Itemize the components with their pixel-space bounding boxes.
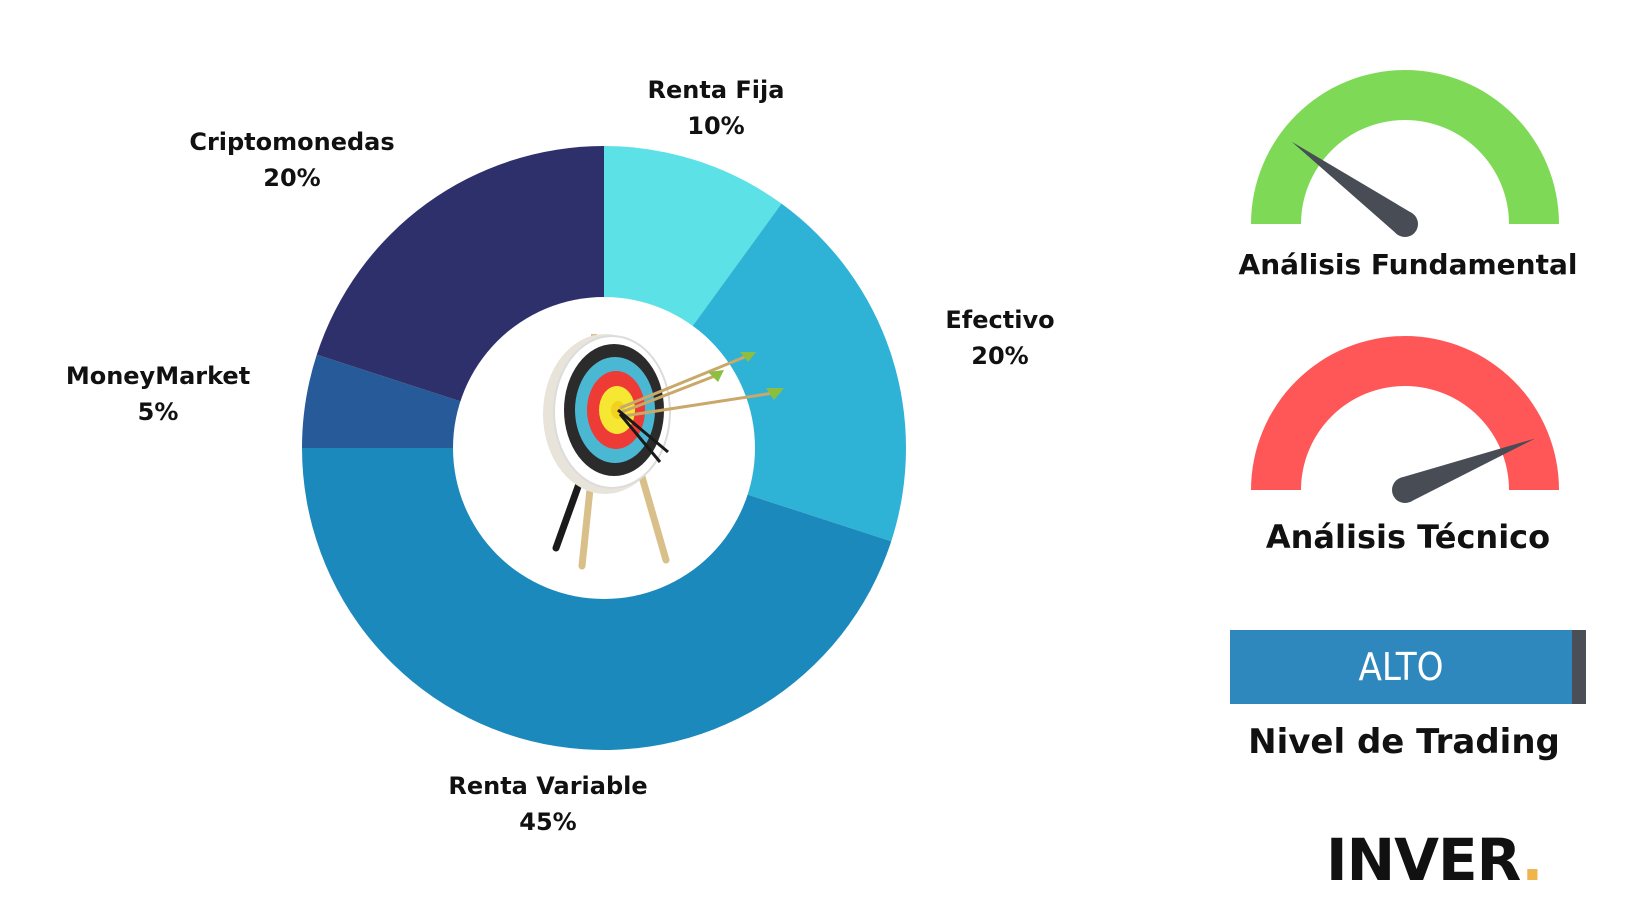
gauge-needle-hub: [1392, 211, 1418, 237]
gauge-arc: [1251, 70, 1559, 224]
slice-label-moneymarket: MoneyMarket 5%: [66, 358, 250, 430]
gauge-needle: [1291, 141, 1413, 235]
slice-name: Efectivo: [945, 306, 1055, 334]
archery-target-icon: [543, 334, 784, 570]
slice-value: 20%: [263, 164, 321, 192]
trading-level-value: ALTO: [1358, 645, 1444, 689]
brand-logo: INVER.: [1326, 826, 1543, 894]
donut-slice-renta-variable: [302, 448, 892, 750]
slice-value: 45%: [519, 808, 577, 836]
brand-dot: .: [1521, 826, 1543, 894]
slice-value: 10%: [687, 112, 745, 140]
slice-label-efectivo: Efectivo 20%: [945, 302, 1054, 374]
trading-level-title: Nivel de Trading: [1248, 722, 1560, 762]
slice-label-renta-fija: Renta Fija 10%: [648, 72, 785, 144]
gauge-arc: [1251, 336, 1559, 490]
fundamental-analysis-gauge: [1251, 70, 1559, 237]
slice-label-renta-variable: Renta Variable 45%: [448, 768, 647, 840]
slice-value: 20%: [971, 342, 1029, 370]
trading-level-marker: [1572, 630, 1586, 704]
slice-name: Renta Variable: [448, 772, 648, 800]
gauge-needle: [1400, 438, 1536, 503]
gauge-needle-hub: [1392, 477, 1418, 503]
slice-label-criptomonedas: Criptomonedas 20%: [189, 124, 394, 196]
trading-level-bar: ALTO: [1230, 630, 1586, 704]
technical-analysis-title: Análisis Técnico: [1265, 518, 1551, 556]
slice-name: Criptomonedas: [189, 128, 395, 156]
slice-name: MoneyMarket: [65, 362, 251, 390]
slice-value: 5%: [137, 398, 179, 426]
brand-name: INVER: [1326, 826, 1522, 894]
technical-analysis-gauge: [1251, 336, 1559, 503]
fundamental-analysis-title: Análisis Fundamental: [1238, 248, 1578, 281]
slice-name: Renta Fija: [647, 76, 785, 104]
